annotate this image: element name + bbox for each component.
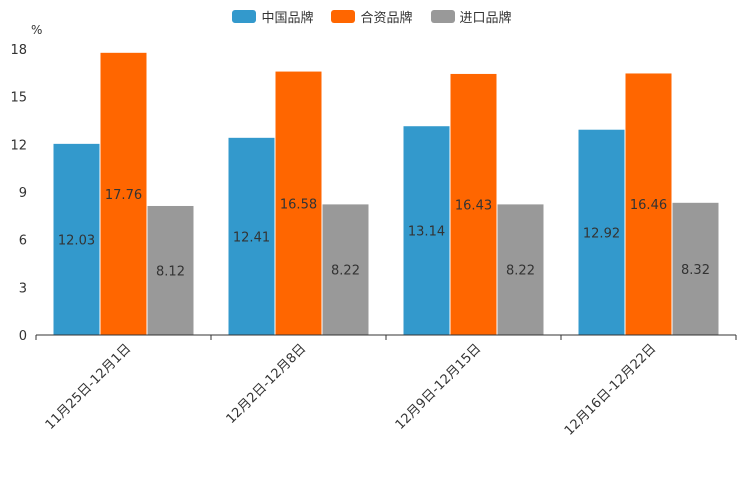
legend-item-china[interactable]: 中国品牌 xyxy=(232,7,313,26)
bar-value-label: 16.46 xyxy=(630,198,667,213)
y-tick-label: 6 xyxy=(19,234,27,249)
bar xyxy=(275,71,322,335)
bar xyxy=(578,129,625,335)
bar-value-label: 8.22 xyxy=(331,264,360,279)
y-tick-label: 18 xyxy=(10,43,27,58)
bar xyxy=(497,204,544,335)
bar-value-label: 12.03 xyxy=(58,233,95,248)
bar xyxy=(228,137,275,335)
bar-value-label: 8.22 xyxy=(506,264,535,279)
bar xyxy=(450,73,497,335)
y-tick-label: 9 xyxy=(19,186,27,201)
bar-value-label: 17.76 xyxy=(105,188,142,203)
y-tick-label: 12 xyxy=(10,138,27,153)
bar-value-label: 16.43 xyxy=(455,198,492,213)
x-tick-label: 11月25日-12月1日 xyxy=(43,341,135,433)
y-tick-label: 15 xyxy=(10,91,27,106)
legend-swatch-joint xyxy=(331,10,356,23)
bar-value-label: 13.14 xyxy=(408,225,445,240)
bar-value-label: 8.12 xyxy=(156,264,185,279)
legend-swatch-china xyxy=(232,10,257,23)
legend-item-import[interactable]: 进口品牌 xyxy=(430,7,512,26)
bar xyxy=(625,73,672,336)
bar-value-label: 12.92 xyxy=(583,226,620,241)
bar-value-label: 12.41 xyxy=(233,230,270,245)
y-tick-label: 0 xyxy=(19,329,27,344)
bar xyxy=(147,205,194,335)
bar xyxy=(322,204,369,335)
bar xyxy=(403,126,450,335)
y-unit-label: % xyxy=(31,23,42,37)
chart-legend: 中国品牌 合资品牌 进口品牌 xyxy=(0,7,744,26)
legend-label-import: 进口品牌 xyxy=(459,11,512,26)
x-tick-label: 12月16日-12月22日 xyxy=(562,341,659,438)
bar xyxy=(672,202,719,335)
legend-item-joint[interactable]: 合资品牌 xyxy=(331,7,413,26)
y-tick-label: 3 xyxy=(19,281,27,296)
bar-value-label: 16.58 xyxy=(280,197,317,212)
bar xyxy=(100,52,147,336)
x-tick-label: 12月9日-12月15日 xyxy=(393,341,485,433)
legend-label-china: 中国品牌 xyxy=(261,11,314,26)
bar xyxy=(53,143,100,335)
bar-value-label: 8.32 xyxy=(681,263,710,278)
legend-swatch-import xyxy=(430,10,455,23)
x-tick-label: 12月2日-12月8日 xyxy=(224,341,310,427)
legend-label-joint: 合资品牌 xyxy=(360,11,413,26)
